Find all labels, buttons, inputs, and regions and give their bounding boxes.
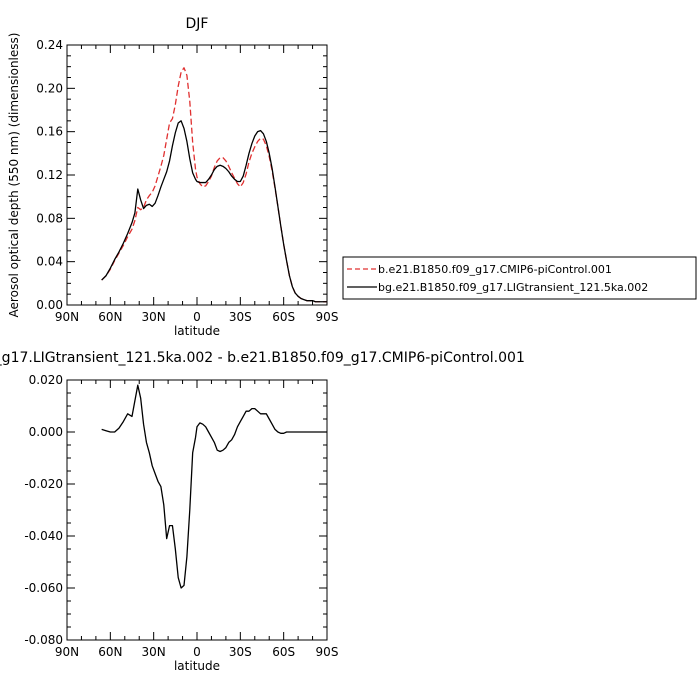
panel2-x-tick-label: 30N: [142, 645, 166, 659]
chart-title-top: DJF: [186, 16, 209, 32]
panel2-plot-frame: [66, 379, 328, 641]
panel2-y-tick-label: -0.060: [24, 581, 63, 595]
panel2-x-tick-label: 0: [193, 645, 201, 659]
panel1-y-tick-label: 0.04: [36, 255, 63, 269]
panel2-x-tick-label: 30S: [229, 645, 252, 659]
panel1-y-axis-title: Aerosol optical depth (550 nm) (dimensio…: [7, 33, 21, 318]
panel1-x-tick-label: 30S: [229, 310, 252, 324]
panel2-x-tick-label: 60N: [98, 645, 122, 659]
panel1-series-line-1: [101, 67, 327, 303]
panel2-x-tick-label: 60S: [272, 645, 295, 659]
panel1-x-tick-label: 90S: [316, 310, 339, 324]
panel1-x-tick-label: 0: [193, 310, 201, 324]
panel2-x-axis-title: latitude: [174, 659, 220, 673]
panel2-series-line-1: [101, 384, 327, 589]
panel1-y-tick-label: 0.24: [36, 38, 63, 52]
panel1-x-tick-label: 90N: [55, 310, 79, 324]
panel1-y-tick-label: 0.20: [36, 81, 63, 95]
legend-entry-1: b.e21.B1850.f09_g17.CMIP6-piControl.001: [378, 263, 612, 276]
panel1-y-tick-label: 0.08: [36, 211, 63, 225]
panel1-x-tick-label: 60N: [98, 310, 122, 324]
panel2-y-tick-label: -0.040: [24, 529, 63, 543]
panel2-y-tick-label: 0.020: [29, 373, 63, 387]
chart-title-difference: bg.e21.B1850.f09_g17.LIGtransient_121.5k…: [0, 350, 525, 366]
panel2-y-tick-label: 0.000: [29, 425, 63, 439]
panel2-y-tick-label: -0.020: [24, 477, 63, 491]
panel1-y-tick-label: 0.00: [36, 298, 63, 312]
panel1-y-tick-label: 0.12: [36, 168, 63, 182]
panel1-series-line-2: [101, 120, 327, 303]
panel1-x-axis-title: latitude: [174, 324, 220, 338]
panel1-y-tick-label: 0.16: [36, 125, 63, 139]
legend-box: [342, 256, 697, 300]
panel2-x-tick-label: 90N: [55, 645, 79, 659]
panel2-x-tick-label: 90S: [316, 645, 339, 659]
panel1-x-tick-label: 30N: [142, 310, 166, 324]
panel2-y-tick-label: -0.080: [24, 633, 63, 647]
legend-entry-2: bg.e21.B1850.f09_g17.LIGtransient_121.5k…: [378, 281, 648, 294]
panel1-x-tick-label: 60S: [272, 310, 295, 324]
